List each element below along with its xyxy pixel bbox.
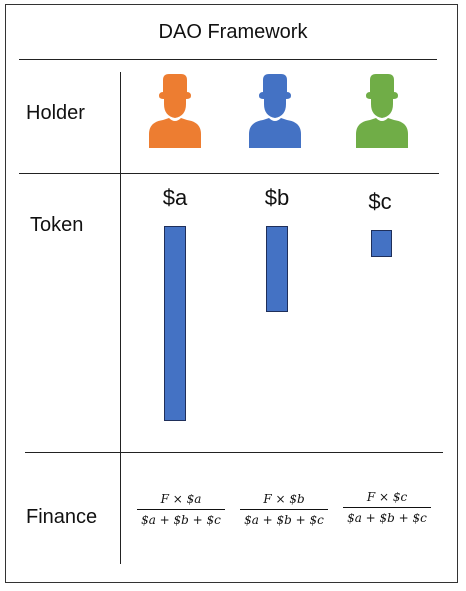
token-row-divider	[25, 452, 443, 453]
token-label-c: $c	[368, 189, 392, 214]
fraction-line	[240, 509, 328, 510]
person-icon	[356, 74, 408, 148]
token-label-a: $a	[162, 185, 188, 210]
holder-row-divider	[19, 173, 439, 174]
finance-share-a: F × $a $a + $b + $c	[131, 492, 231, 527]
row-label-token: Token	[30, 214, 84, 236]
fraction-line	[343, 507, 431, 508]
finance-denominator: $a + $b + $c	[347, 511, 427, 525]
person-icon	[149, 74, 201, 148]
finance-share-b: F × $b $a + $b + $c	[234, 492, 334, 527]
finance-numerator: F × $a	[160, 492, 202, 506]
row-label-holder: Holder	[26, 102, 85, 124]
token-bar-c	[371, 230, 392, 257]
finance-numerator: F × $b	[263, 492, 305, 506]
person-icon-shape	[149, 74, 201, 148]
person-icon-shape	[356, 74, 408, 148]
finance-denominator: $a + $b + $c	[141, 513, 221, 527]
person-icon	[249, 74, 301, 148]
token-label-b: $b	[264, 185, 290, 210]
diagram-frame	[5, 4, 458, 583]
diagram-title: DAO Framework	[158, 21, 308, 43]
token-bar-a	[164, 226, 186, 421]
person-icon-shape	[249, 74, 301, 148]
title-divider	[19, 59, 437, 60]
row-label-finance: Finance	[26, 506, 98, 528]
fraction-line	[137, 509, 225, 510]
finance-share-c: F × $c $a + $b + $c	[337, 490, 437, 525]
token-bar-b	[266, 226, 288, 312]
finance-numerator: F × $c	[366, 490, 408, 504]
finance-denominator: $a + $b + $c	[244, 513, 324, 527]
column-divider	[120, 72, 121, 564]
